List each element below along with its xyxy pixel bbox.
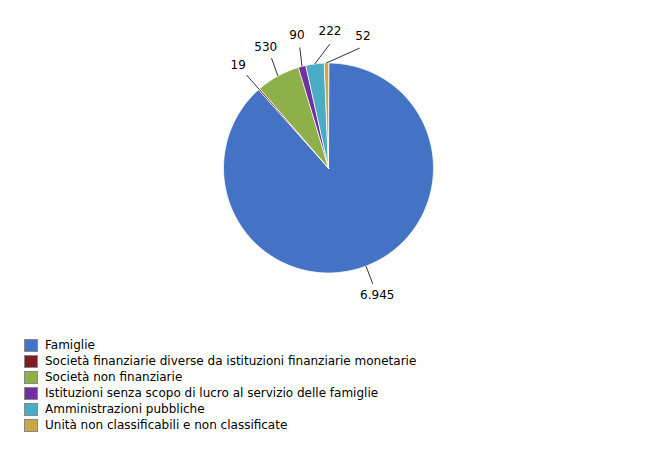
svg-text:6.945: 6.945 bbox=[360, 288, 394, 302]
svg-text:52: 52 bbox=[355, 29, 370, 43]
html-text:Società finanziarie diverse da: Società finanziarie diverse da istituzio… bbox=[45, 354, 417, 368]
html-text:Società non finanziarie: Società non finanziarie bbox=[45, 370, 183, 384]
svg-text:530: 530 bbox=[254, 40, 277, 54]
html-text:Istituzioni senza scopo di luc: Istituzioni senza scopo di lucro al serv… bbox=[45, 386, 379, 400]
html-text:Amministrazioni pubbliche: Amministrazioni pubbliche bbox=[45, 402, 205, 416]
svg-text:19: 19 bbox=[231, 58, 246, 72]
html-text:Unità non classificabili e non: Unità non classificabili e non classific… bbox=[45, 418, 288, 432]
svg-text:222: 222 bbox=[318, 24, 341, 38]
svg-text:90: 90 bbox=[289, 28, 304, 42]
html-text:Famiglie: Famiglie bbox=[45, 338, 95, 352]
